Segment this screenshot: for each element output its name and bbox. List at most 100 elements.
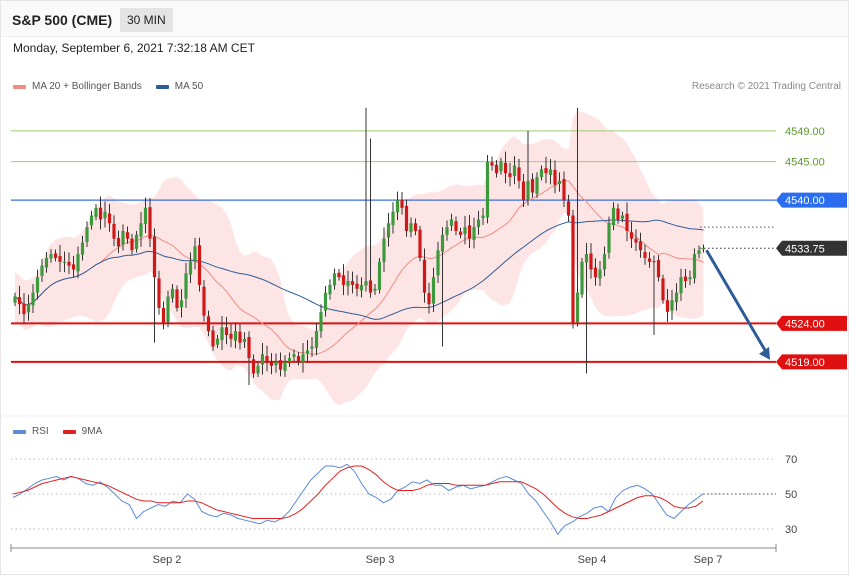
candle-body (260, 354, 265, 365)
candle-body (328, 284, 332, 295)
candle (368, 138, 373, 298)
candle-body (436, 250, 440, 276)
candle-body (107, 213, 112, 224)
candle-body (431, 277, 436, 304)
candle (40, 259, 44, 282)
candle (692, 248, 697, 284)
candle (260, 342, 265, 375)
candle-body (85, 227, 89, 242)
x-tick-label: Sep 7 (694, 554, 723, 566)
candle (332, 268, 337, 290)
candle (476, 210, 481, 235)
candle-body (544, 168, 548, 174)
legend-swatch-ma20 (13, 84, 26, 89)
candle-body (269, 362, 274, 366)
level-label-4540-00: 4540.00 (785, 195, 825, 207)
candle-body (454, 221, 458, 231)
candle (94, 204, 98, 221)
candle (512, 156, 517, 185)
candle (409, 217, 413, 238)
candle-body (517, 167, 521, 181)
forecast-arrow-shaft (705, 249, 768, 353)
candle-body (220, 327, 224, 341)
candle-body (251, 359, 256, 374)
candle (170, 283, 175, 303)
candle (296, 352, 301, 366)
candle (539, 165, 544, 181)
legend-item-rsi: RSI (13, 426, 49, 437)
candle-body (67, 261, 71, 266)
candle-body (463, 227, 467, 235)
level-tag-2 (776, 192, 847, 208)
candle-body (256, 365, 260, 374)
candle (400, 191, 404, 215)
legend-swatch-rsi (13, 429, 26, 434)
candle (625, 202, 629, 242)
legend-label-rsi: RSI (32, 426, 49, 437)
candle (373, 283, 377, 296)
timeframe-badge[interactable]: 30 MIN (120, 8, 173, 32)
candle (292, 349, 296, 362)
candle (526, 130, 530, 206)
candle (521, 173, 526, 207)
candle (458, 227, 463, 239)
candle (661, 274, 665, 304)
candle (562, 171, 566, 207)
candle (364, 107, 368, 292)
candle (229, 324, 233, 348)
candle-body (80, 242, 85, 255)
candle-body (499, 161, 503, 172)
candle (571, 209, 575, 329)
candle (575, 107, 580, 327)
candle-body (647, 258, 652, 262)
candle-body (652, 261, 656, 263)
candle (611, 202, 616, 231)
candle-body (188, 261, 193, 275)
candle-body (409, 223, 413, 233)
candle-body (575, 292, 580, 323)
candle-body (224, 327, 229, 335)
top-bar: S&P 500 (CME) 30 MIN (1, 1, 848, 37)
credit-text: Research © 2021 Trading Central (691, 81, 841, 92)
candle-body (310, 346, 314, 349)
level-tag-3 (776, 240, 847, 256)
candle (463, 215, 467, 245)
candle (44, 252, 49, 273)
candle-body (44, 257, 49, 268)
candle (508, 162, 512, 187)
candle-body (571, 215, 575, 324)
candle (413, 218, 418, 236)
candle (80, 235, 85, 261)
candle (233, 322, 238, 349)
candle (589, 243, 593, 279)
candle (391, 202, 395, 234)
candle-body (350, 281, 355, 285)
candle (161, 301, 166, 330)
candle-body (76, 254, 80, 272)
candle-body (674, 292, 679, 303)
candle (355, 275, 359, 297)
candle-body (94, 207, 98, 217)
candle (157, 270, 161, 315)
candle (670, 289, 674, 320)
candle-body (242, 338, 247, 343)
candle (544, 156, 548, 184)
candle-body (445, 227, 449, 235)
candle (607, 216, 611, 259)
ma20-line (14, 180, 704, 355)
candle (130, 233, 134, 255)
candle-body (229, 333, 233, 339)
candle (49, 249, 53, 263)
candle-body (238, 331, 242, 343)
instrument-title: S&P 500 (CME) (12, 12, 113, 28)
candle (530, 173, 535, 198)
candle (242, 332, 247, 349)
candle (634, 229, 638, 251)
candle-body (593, 267, 598, 278)
candle (337, 268, 341, 281)
candle-body (116, 238, 121, 247)
candle-body (134, 234, 139, 249)
candle (247, 331, 251, 386)
candle-body (656, 259, 661, 278)
candle (485, 155, 490, 224)
